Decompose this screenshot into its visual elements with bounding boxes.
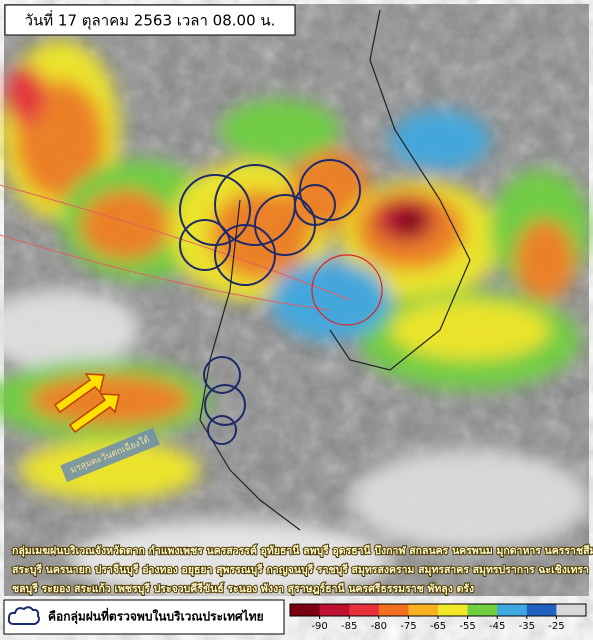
- colorbar-tick-label: -90: [311, 621, 327, 632]
- colorbar-tick-label: -85: [341, 621, 357, 632]
- colorbar-tick-label: -75: [400, 621, 416, 632]
- colorbar-tick-label: -65: [430, 621, 446, 632]
- colorbar-segment: [349, 604, 380, 616]
- satellite-map: มรสุมตะวันตกเฉียงใต้ กลุ่มเมฆฝนบริเวณจัง…: [0, 4, 593, 600]
- colorbar-tick-label: -45: [489, 621, 505, 632]
- colorbar-segment: [378, 604, 409, 616]
- description-line: สระบุรี นครนายก ปราจีนบุรี อ่างทอง อยุธย…: [12, 563, 589, 577]
- colorbar-tick-label: -55: [459, 621, 475, 632]
- colorbar-segment: [556, 604, 587, 616]
- colorbar-segment: [526, 604, 557, 616]
- colorbar-tick-label: -25: [548, 621, 564, 632]
- legend-label: คือกลุ่มฝนที่ตรวจพบในบริเวณประเทศไทย: [48, 608, 264, 625]
- title: วันที่ 17 ตุลาคม 2563 เวลา 08.00 น.: [25, 10, 276, 31]
- description-line: กลุ่มเมฆฝนบริเวณจังหวัดตาก กำแพงเพชร นคร…: [12, 544, 593, 558]
- colorbar-segment: [438, 604, 469, 616]
- colorbar-segment: [467, 604, 498, 616]
- colorbar-segment: [408, 604, 439, 616]
- colorbar-tick-label: -80: [371, 621, 387, 632]
- colorbar-segment: [319, 604, 350, 616]
- colorbar-tick-label: -35: [519, 621, 535, 632]
- title-box: [4, 4, 296, 36]
- colorbar-segment: [497, 604, 528, 616]
- colorbar-segment: [290, 604, 321, 616]
- legend-box: [3, 599, 285, 635]
- colorbar: -90 -85 -80 -75 -65 -55 -45 -35 -25: [289, 603, 587, 632]
- cloud-icon: [7, 606, 40, 625]
- description-line: ชลบุรี ระยอง สระแก้ว เพชรบุรี ประจวบคีรี…: [12, 582, 474, 596]
